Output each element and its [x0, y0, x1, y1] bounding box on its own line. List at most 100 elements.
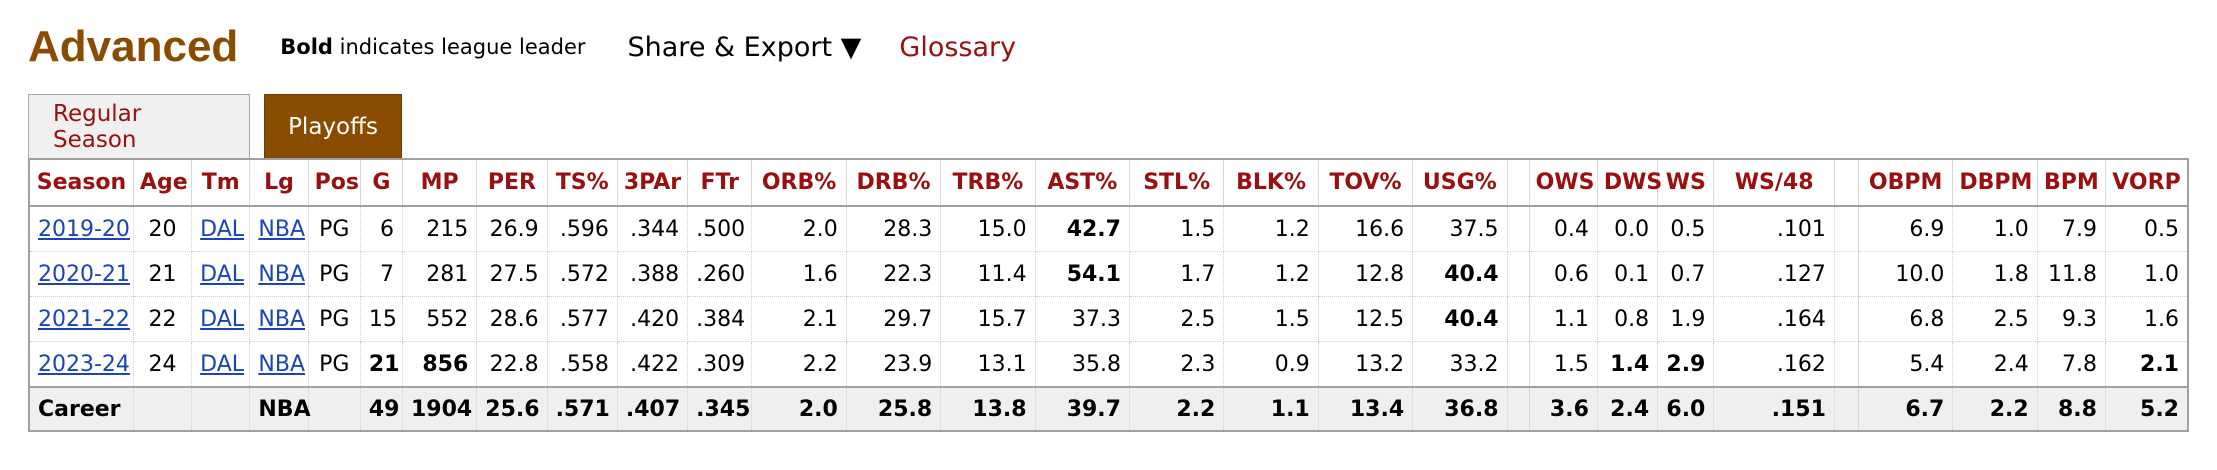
cell-ftr: .500 [687, 206, 753, 252]
cell-pos: PG [308, 296, 361, 342]
column-header-dws[interactable]: DWS [1597, 159, 1662, 207]
league-link[interactable]: NBA [258, 261, 305, 287]
column-header-stl-pct[interactable]: STL% [1129, 159, 1225, 207]
table-row: 2020-21 21 DAL NBA PG 7 281 27.5.572.388.260 1.6… [29, 251, 2189, 297]
cell-orb-pct: 2.2 [751, 341, 847, 388]
column-header-vorp[interactable]: VORP [2105, 159, 2189, 207]
cell-ftr: .309 [687, 341, 753, 388]
cell-age: 22 [133, 296, 193, 342]
cell-dws: 0.1 [1597, 251, 1659, 297]
column-header-bpm[interactable]: BPM [2037, 159, 2106, 207]
season-link[interactable]: 2021-22 [38, 306, 130, 332]
cell-bpm: 8.8 [2037, 386, 2106, 431]
team-link[interactable]: DAL [200, 306, 245, 332]
cell-lg: NBA [249, 341, 309, 388]
cell-usg-pct: 33.2 [1412, 341, 1508, 388]
cell-tov-pct: 13.2 [1318, 341, 1414, 388]
tab-regular-season[interactable]: Regular Season [28, 94, 250, 158]
tab-playoffs[interactable]: Playoffs [264, 94, 402, 158]
cell-tov-pct: 13.4 [1318, 386, 1414, 431]
column-header-season[interactable]: Season [29, 159, 134, 207]
cell-drb-pct: 25.8 [846, 386, 942, 431]
cell-tm: DAL [191, 251, 251, 297]
league-link[interactable]: NBA [258, 306, 305, 332]
column-header-blk-pct[interactable]: BLK% [1223, 159, 1319, 207]
column-header-usg-pct[interactable]: USG% [1412, 159, 1508, 207]
cell-ast-pct: 37.3 [1035, 296, 1130, 342]
cell-spacer [1834, 341, 1859, 388]
glossary-link[interactable]: Glossary [899, 31, 1017, 63]
column-header-age[interactable]: Age [133, 159, 193, 207]
column-header-3par[interactable]: 3PAr [617, 159, 689, 207]
cell-orb-pct: 1.6 [751, 251, 847, 297]
column-header-ts-pct[interactable]: TS% [547, 159, 618, 207]
cell-trb-pct: 13.1 [940, 341, 1036, 388]
cell-dbpm: 2.4 [1952, 341, 2038, 388]
column-header-dbpm[interactable]: DBPM [1952, 159, 2038, 207]
cell-stl-pct: 1.5 [1129, 206, 1225, 252]
cell-g: 49 [360, 386, 404, 431]
season-link[interactable]: 2019-20 [38, 216, 130, 242]
column-header-per[interactable]: PER [476, 159, 548, 207]
column-header-obpm[interactable]: OBPM [1858, 159, 1954, 207]
column-header-ws-per-48[interactable]: WS/48 [1713, 159, 1835, 207]
team-link[interactable]: DAL [200, 351, 245, 377]
column-header-ws[interactable]: WS [1657, 159, 1715, 207]
column-header-tm[interactable]: Tm [191, 159, 251, 207]
league-link[interactable]: NBA [258, 351, 305, 377]
cell-spacer [1834, 206, 1859, 252]
cell-ows: 0.4 [1529, 206, 1598, 252]
cell-dbpm: 1.0 [1952, 206, 2038, 252]
column-header-pos[interactable]: Pos [308, 159, 361, 207]
column-header-mp[interactable]: MP [402, 159, 478, 207]
cell-tm: DAL [191, 206, 251, 252]
career-row: Career NBA 49 1904 25.6.571.407.345 2.0 25.8 13… [29, 386, 2189, 431]
cell-tov-pct: 12.8 [1318, 251, 1414, 297]
column-header-trb-pct[interactable]: TRB% [940, 159, 1036, 207]
league-leader-note: Bold indicates league leader [280, 35, 585, 59]
cell-dws: 1.4 [1597, 341, 1659, 388]
cell-ws-per-48: .101 [1713, 206, 1835, 252]
team-link[interactable]: DAL [200, 216, 245, 242]
cell-ows: 0.6 [1529, 251, 1598, 297]
cell-spacer [1507, 386, 1530, 431]
cell-season: 2020-21 [29, 251, 134, 297]
cell-ows: 1.1 [1529, 296, 1598, 342]
cell-ws-per-48: .164 [1713, 296, 1835, 342]
cell-ws-per-48: .127 [1713, 251, 1835, 297]
cell-ws: 2.9 [1657, 341, 1715, 388]
cell-ast-pct: 35.8 [1035, 341, 1130, 388]
cell-vorp: 5.2 [2105, 386, 2189, 431]
cell-per: 27.5 [476, 251, 548, 297]
column-header-g[interactable]: G [360, 159, 404, 207]
team-link[interactable]: DAL [200, 261, 245, 287]
cell-dbpm: 1.8 [1952, 251, 2038, 297]
cell-trb-pct: 13.8 [940, 386, 1036, 431]
cell-lg: NBA [249, 251, 309, 297]
column-header-ftr[interactable]: FTr [687, 159, 753, 207]
cell-bpm: 9.3 [2037, 296, 2106, 342]
table-row: 2019-20 20 DAL NBA PG 6 215 26.9.596.344.500 2.0… [29, 206, 2189, 252]
cell-obpm: 6.7 [1858, 386, 1954, 431]
season-link[interactable]: 2023-24 [38, 351, 130, 377]
cell-g: 7 [360, 251, 404, 297]
table-row: 2021-22 22 DAL NBA PG 15 552 28.6.577.420.384 2.… [29, 296, 2189, 342]
cell-stl-pct: 2.5 [1129, 296, 1225, 342]
cell-dws: 0.8 [1597, 296, 1659, 342]
column-header-drb-pct[interactable]: DRB% [846, 159, 942, 207]
column-header-ows[interactable]: OWS [1529, 159, 1598, 207]
column-header-tov-pct[interactable]: TOV% [1318, 159, 1414, 207]
column-header-ast-pct[interactable]: AST% [1035, 159, 1130, 207]
season-link[interactable]: 2020-21 [38, 261, 130, 287]
cell-per: 25.6 [476, 386, 548, 431]
league-link[interactable]: NBA [258, 216, 305, 242]
cell-blk-pct: 0.9 [1223, 341, 1319, 388]
cell-orb-pct: 2.1 [751, 296, 847, 342]
cell-obpm: 6.8 [1858, 296, 1954, 342]
section-title: Advanced [28, 22, 239, 71]
cell-vorp: 1.6 [2105, 296, 2189, 342]
column-header-orb-pct[interactable]: ORB% [751, 159, 847, 207]
share-export-button[interactable]: Share & Export ▼ [627, 31, 862, 63]
column-header-lg[interactable]: Lg [249, 159, 309, 207]
cell-mp: 552 [402, 296, 478, 342]
